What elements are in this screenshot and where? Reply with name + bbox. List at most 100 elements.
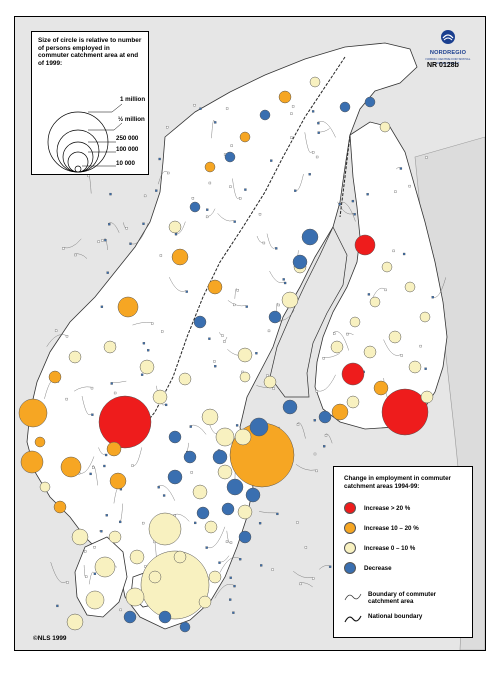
catchment-centre-marker xyxy=(97,240,100,243)
national-boundary-norway-sweden xyxy=(134,56,346,438)
employment-circle xyxy=(221,502,235,516)
employment-circle xyxy=(224,151,236,163)
map-frame: Size of circle is relative to number of … xyxy=(14,16,486,651)
catchment-centre-marker xyxy=(394,190,397,193)
employment-circle xyxy=(60,456,82,478)
legend-dot-decrease xyxy=(344,562,356,574)
employment-circle xyxy=(239,131,251,143)
catchment-boundary-segment xyxy=(226,530,231,543)
catchment-centre-marker xyxy=(189,425,192,428)
employment-circle xyxy=(215,427,235,447)
catchment-centre-marker xyxy=(185,290,188,293)
catchment-boundary-segment xyxy=(232,178,240,199)
catchment-centre-marker xyxy=(312,577,315,580)
catchment-centre-marker xyxy=(142,521,145,525)
catchment-centre-marker xyxy=(93,546,96,549)
employment-circle xyxy=(381,261,393,273)
employment-circle xyxy=(168,220,182,234)
catchment-centre-marker xyxy=(235,424,239,427)
catchment-boundary-segment xyxy=(214,584,234,599)
employment-circle xyxy=(354,234,376,256)
catchment-centre-marker xyxy=(233,220,236,223)
legend-dot-increase-high xyxy=(344,502,356,514)
employment-circle xyxy=(234,428,252,446)
employment-circle xyxy=(208,570,222,584)
catchment-centre-marker xyxy=(270,159,273,162)
map-code: NR 0128b xyxy=(427,62,459,69)
catchment-centre-marker xyxy=(110,382,113,385)
catchment-centre-marker xyxy=(317,122,320,125)
catchment-centre-marker xyxy=(315,155,319,159)
employment-circle xyxy=(263,375,277,389)
catchment-centre-marker xyxy=(272,387,275,390)
legend-label: Increase 10 – 20 % xyxy=(364,524,419,532)
catchment-boundary-segment xyxy=(217,213,234,222)
employment-circle xyxy=(364,96,376,108)
employment-circle xyxy=(192,484,208,500)
catchment-centre-marker xyxy=(304,546,308,549)
employment-circle xyxy=(39,481,51,493)
catchment-centre-marker xyxy=(290,112,293,115)
catchment-boundary-segment xyxy=(123,222,126,228)
catchment-centre-marker xyxy=(229,541,233,544)
catchment-boundary-segment xyxy=(219,332,222,335)
catchment-boundary-segment xyxy=(81,395,92,416)
catchment-centre-marker xyxy=(351,199,355,203)
catchment-centre-marker xyxy=(213,360,216,363)
catchment-centre-marker xyxy=(191,197,195,200)
employment-circle xyxy=(318,410,332,424)
employment-circle xyxy=(125,587,145,607)
employment-circle xyxy=(158,610,172,624)
nordregio-emblem-icon xyxy=(441,30,455,44)
catchment-boundary-segment xyxy=(333,331,349,351)
catchment-centre-marker xyxy=(174,233,178,236)
catchment-centre-marker xyxy=(276,512,279,516)
catchment-centre-marker xyxy=(431,296,434,299)
employment-circle xyxy=(140,550,210,620)
catchment-centre-marker xyxy=(221,334,224,337)
color-legend: Change in employment in commuter catchme… xyxy=(333,466,473,638)
legend-label: Increase > 20 % xyxy=(364,504,411,512)
catchment-centre-marker xyxy=(104,453,108,457)
catchment-boundary-segment xyxy=(108,222,120,233)
employment-circle xyxy=(330,340,344,354)
employment-circle xyxy=(123,610,137,624)
catchment-centre-marker xyxy=(113,391,117,395)
catchment-centre-marker xyxy=(323,445,326,448)
catchment-centre-marker xyxy=(277,303,280,307)
catchment-centre-marker xyxy=(408,184,411,188)
employment-circle xyxy=(198,595,212,609)
catchment-centre-marker xyxy=(312,151,315,154)
employment-circle xyxy=(68,350,82,364)
employment-circle xyxy=(339,101,351,113)
catchment-centre-marker xyxy=(167,171,170,175)
copyright-note: ©NLS 1999 xyxy=(33,635,67,642)
catchment-boundary-segment xyxy=(338,201,356,222)
size-label-250000: 250 000 xyxy=(116,135,139,142)
catchment-centre-marker xyxy=(54,329,58,332)
map-canvas xyxy=(18,42,485,650)
catchment-centre-marker xyxy=(106,271,109,274)
employment-circle xyxy=(349,316,361,328)
catchment-centre-marker xyxy=(424,367,427,370)
catchment-centre-marker xyxy=(328,565,332,568)
employment-circle xyxy=(226,478,244,496)
national-boundary-sweden-finland xyxy=(339,134,351,218)
employment-circle xyxy=(53,500,67,514)
catchment-centre-marker xyxy=(282,278,285,281)
catchment-centre-marker xyxy=(291,105,295,108)
catchment-centre-marker xyxy=(315,469,318,473)
catchment-boundary-segment xyxy=(50,562,67,583)
employment-circles xyxy=(18,76,434,633)
employment-circle xyxy=(106,441,122,457)
size-leader-2 xyxy=(88,122,123,131)
catchment-centre-marker xyxy=(400,354,403,357)
thin-boundary-line-icon xyxy=(344,593,362,601)
color-legend-title: Change in employment in commuter catchme… xyxy=(344,475,451,490)
employment-circle xyxy=(201,408,219,426)
employment-circle xyxy=(245,487,261,503)
size-label-10000: 10 000 xyxy=(116,160,135,167)
catchment-centre-marker xyxy=(214,365,217,368)
catchment-centre-marker xyxy=(308,173,311,176)
size-circle-10000 xyxy=(74,165,82,173)
